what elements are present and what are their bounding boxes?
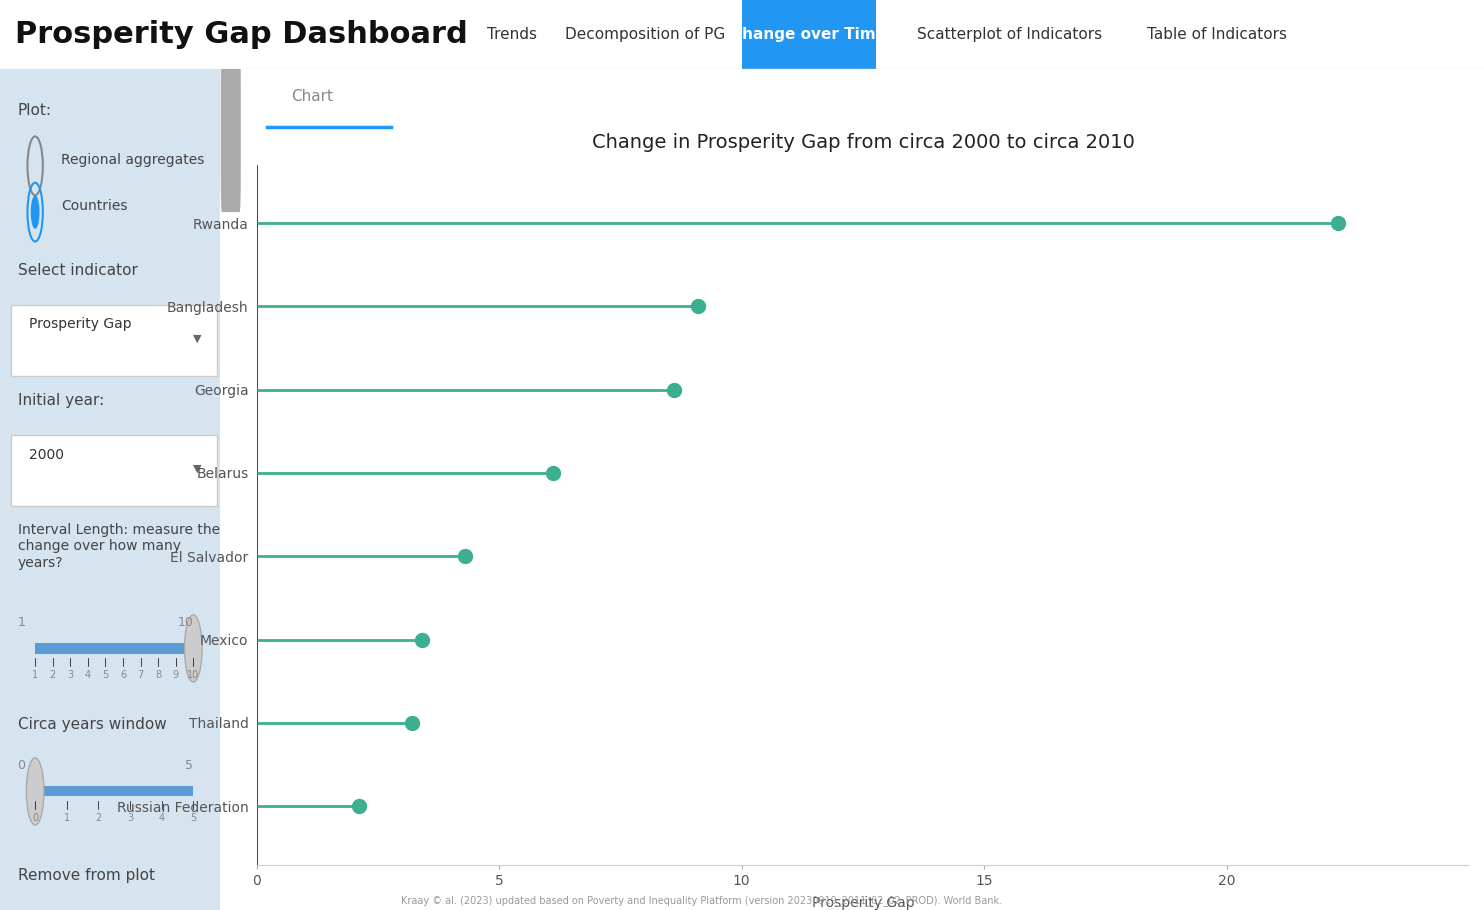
Text: ▼: ▼ [193,333,202,343]
Point [454,549,478,563]
Text: 1: 1 [64,814,70,824]
Text: 5: 5 [186,759,193,772]
Text: Trends: Trends [487,27,537,42]
X-axis label: Prosperity Gap: Prosperity Gap [812,895,914,910]
Bar [36,643,193,653]
FancyBboxPatch shape [742,0,876,69]
Title: Change in Prosperity Gap from circa 2000 to circa 2010: Change in Prosperity Gap from circa 2000… [592,133,1134,152]
Text: Countries: Countries [61,199,128,214]
Text: Prosperity Gap Dashboard: Prosperity Gap Dashboard [15,20,467,49]
Text: 7: 7 [138,671,144,681]
Text: Prosperity Gap: Prosperity Gap [28,318,131,331]
Point [662,382,686,397]
Text: 5: 5 [190,814,196,824]
Point [347,799,371,814]
Text: Plot:: Plot: [18,103,52,117]
Text: 2: 2 [95,814,101,824]
Text: 4: 4 [159,814,165,824]
Circle shape [184,615,202,682]
Text: Circa years window: Circa years window [18,716,166,732]
Circle shape [27,758,45,825]
Point [540,466,564,480]
Text: Table of Indicators: Table of Indicators [1147,27,1287,42]
FancyBboxPatch shape [221,44,240,212]
Point [401,715,424,730]
Circle shape [31,196,40,229]
Text: Change over Time: Change over Time [732,27,886,42]
Text: 1: 1 [33,671,39,681]
FancyBboxPatch shape [10,305,218,376]
Text: Initial year:: Initial year: [18,393,104,408]
Text: Decomposition of PG: Decomposition of PG [565,27,726,42]
FancyBboxPatch shape [10,435,218,506]
Text: 5: 5 [102,671,108,681]
Text: Interval Length: measure the
change over how many
years?: Interval Length: measure the change over… [18,523,220,570]
Text: 8: 8 [154,671,162,681]
Text: 10: 10 [178,616,193,629]
Text: Kraay © al. (2023) updated based on Poverty and Inequality Platform (version 202: Kraay © al. (2023) updated based on Pove… [401,895,1002,905]
Text: 0: 0 [33,814,39,824]
Text: Chart: Chart [291,89,334,104]
Text: 9: 9 [172,671,178,681]
Text: 1: 1 [18,616,25,629]
Text: 6: 6 [120,671,126,681]
Text: 2: 2 [49,671,56,681]
Text: Regional aggregates: Regional aggregates [61,153,205,167]
Text: Select indicator: Select indicator [18,263,138,278]
Text: 3: 3 [128,814,134,824]
Point [410,632,433,647]
Text: 3: 3 [67,671,73,681]
Text: 10: 10 [187,671,199,681]
Point [1327,216,1350,230]
Point [686,299,709,314]
Text: ▼: ▼ [193,463,202,473]
Text: Remove from plot: Remove from plot [18,868,154,883]
Text: Scatterplot of Indicators: Scatterplot of Indicators [917,27,1101,42]
Bar [36,786,193,796]
Text: 2000: 2000 [28,448,64,461]
Text: 4: 4 [85,671,91,681]
Text: 0: 0 [18,759,25,772]
